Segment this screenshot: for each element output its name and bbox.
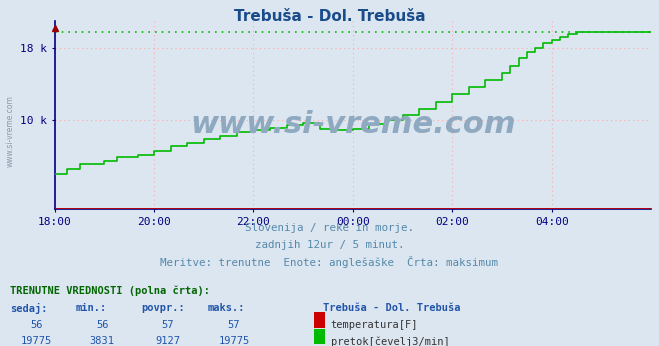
- Text: 56: 56: [96, 320, 108, 330]
- Text: Trebuša - Dol. Trebuša: Trebuša - Dol. Trebuša: [234, 9, 425, 24]
- Text: temperatura[F]: temperatura[F]: [331, 320, 418, 330]
- Text: sedaj:: sedaj:: [10, 303, 47, 314]
- Text: Meritve: trenutne  Enote: anglešaške  Črta: maksimum: Meritve: trenutne Enote: anglešaške Črta…: [161, 256, 498, 268]
- Text: 19775: 19775: [218, 336, 250, 346]
- Text: Trebuša - Dol. Trebuša: Trebuša - Dol. Trebuša: [323, 303, 461, 313]
- Text: Slovenija / reke in morje.: Slovenija / reke in morje.: [245, 223, 414, 233]
- Text: 57: 57: [162, 320, 174, 330]
- Text: pretok[čevelj3/min]: pretok[čevelj3/min]: [331, 336, 449, 346]
- Text: zadnjih 12ur / 5 minut.: zadnjih 12ur / 5 minut.: [255, 240, 404, 250]
- Text: min.:: min.:: [76, 303, 107, 313]
- Text: 3831: 3831: [90, 336, 115, 346]
- Text: maks.:: maks.:: [208, 303, 245, 313]
- Text: www.si-vreme.com: www.si-vreme.com: [190, 110, 516, 139]
- Text: 19775: 19775: [20, 336, 52, 346]
- Text: www.si-vreme.com: www.si-vreme.com: [5, 95, 14, 167]
- Text: 57: 57: [228, 320, 240, 330]
- Text: 9127: 9127: [156, 336, 181, 346]
- Text: 56: 56: [30, 320, 42, 330]
- Text: TRENUTNE VREDNOSTI (polna črta):: TRENUTNE VREDNOSTI (polna črta):: [10, 285, 210, 296]
- Text: povpr.:: povpr.:: [142, 303, 185, 313]
